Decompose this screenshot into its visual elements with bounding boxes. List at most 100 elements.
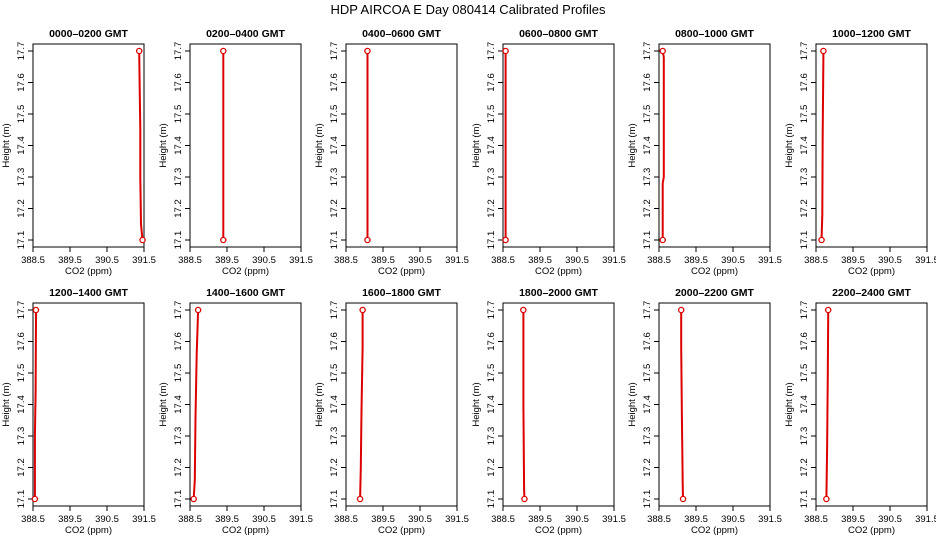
y-tick-label: 17.6 xyxy=(16,332,27,351)
y-tick-label: 17.4 xyxy=(173,136,184,155)
y-tick-label: 17.3 xyxy=(486,168,497,187)
profile-endpoint-marker xyxy=(31,495,39,503)
x-tick-label: 390.5 xyxy=(721,255,745,266)
y-tick-label: 17.2 xyxy=(486,458,497,477)
x-tick-label: 389.5 xyxy=(215,255,239,266)
x-tick-label: 388.5 xyxy=(178,255,202,266)
profile-endpoint-marker xyxy=(502,47,509,55)
y-tick-label: 17.7 xyxy=(799,301,810,320)
profile-endpoint-marker xyxy=(502,236,509,244)
y-tick-label: 17.2 xyxy=(642,199,653,218)
y-tick-label: 17.1 xyxy=(799,231,810,250)
profile-endpoint-marker xyxy=(520,306,527,314)
y-tick-label: 17.7 xyxy=(173,301,184,320)
x-tick-label: 388.5 xyxy=(178,514,202,525)
x-tick-label: 390.5 xyxy=(252,255,276,266)
x-axis-label: CO2 (ppm) xyxy=(848,266,895,277)
y-axis-label: Height (m) xyxy=(1,123,12,167)
y-tick-label: 17.2 xyxy=(173,458,184,477)
y-tick-label: 17.5 xyxy=(799,105,810,124)
y-tick-label: 17.6 xyxy=(173,332,184,351)
y-tick-label: 17.3 xyxy=(642,427,653,446)
y-axis-label: Height (m) xyxy=(314,382,325,426)
y-tick-label: 17.7 xyxy=(642,301,653,320)
y-tick-label: 17.1 xyxy=(486,490,497,509)
x-tick-label: 388.5 xyxy=(334,514,358,525)
x-tick-label: 389.5 xyxy=(841,255,865,266)
profile-panel: 0200–0400 GMT 388.5 389.5 390.5 391.5 CO2 (pp… xyxy=(158,28,313,277)
y-tick-label: 17.6 xyxy=(486,73,497,92)
y-tick-label: 17.5 xyxy=(16,364,27,383)
y-tick-label: 17.5 xyxy=(799,364,810,383)
y-tick-label: 17.1 xyxy=(16,231,27,250)
x-axis-label: CO2 (ppm) xyxy=(222,266,269,277)
x-tick-label: 391.5 xyxy=(602,255,626,266)
panel-title: 2200–2400 GMT xyxy=(832,287,911,299)
y-tick-label: 17.3 xyxy=(329,427,340,446)
y-axis-label: Height (m) xyxy=(1,382,12,426)
y-tick-label: 17.7 xyxy=(16,42,27,61)
y-tick-label: 17.3 xyxy=(329,168,340,187)
y-axis-label: Height (m) xyxy=(158,123,169,167)
y-tick-label: 17.7 xyxy=(642,42,653,61)
x-axis-label: CO2 (ppm) xyxy=(535,525,582,536)
y-axis-label: Height (m) xyxy=(158,382,169,426)
x-tick-label: 389.5 xyxy=(684,514,708,525)
x-tick-label: 389.5 xyxy=(58,514,82,525)
y-tick-label: 17.6 xyxy=(16,73,27,92)
profile-panel: 1200–1400 GMT 388.5 389.5 390.5 391.5 CO2 (pp… xyxy=(1,287,156,536)
y-tick-label: 17.5 xyxy=(486,364,497,383)
y-tick-label: 17.4 xyxy=(16,136,27,155)
y-tick-label: 17.7 xyxy=(173,42,184,61)
panel-title: 2000–2200 GMT xyxy=(675,287,754,299)
y-axis-label: Height (m) xyxy=(471,123,482,167)
x-tick-label: 389.5 xyxy=(371,514,395,525)
plot-frame xyxy=(815,43,928,248)
y-tick-label: 17.2 xyxy=(642,458,653,477)
x-tick-label: 390.5 xyxy=(878,514,902,525)
x-tick-label: 388.5 xyxy=(804,255,828,266)
plot-frame xyxy=(502,43,615,248)
profile-endpoint-marker xyxy=(679,495,687,503)
plot-frame xyxy=(658,302,771,507)
x-tick-label: 389.5 xyxy=(841,514,865,525)
panel-title: 0600–0800 GMT xyxy=(519,28,598,40)
co2-profile-line xyxy=(661,50,665,240)
profile-endpoint-marker xyxy=(139,236,146,244)
y-tick-label: 17.1 xyxy=(173,490,184,509)
x-tick-label: 391.5 xyxy=(758,514,782,525)
y-tick-label: 17.6 xyxy=(486,332,497,351)
profile-endpoint-marker xyxy=(521,495,528,503)
plot-frame xyxy=(815,302,928,507)
x-tick-label: 388.5 xyxy=(804,514,828,525)
x-tick-label: 391.5 xyxy=(132,514,156,525)
y-tick-label: 17.2 xyxy=(16,199,27,218)
x-tick-label: 388.5 xyxy=(647,255,671,266)
y-tick-label: 17.6 xyxy=(642,332,653,351)
co2-profile-line xyxy=(138,50,144,241)
y-tick-label: 17.6 xyxy=(799,73,810,92)
y-tick-label: 17.5 xyxy=(16,105,27,124)
x-tick-label: 391.5 xyxy=(602,514,626,525)
x-tick-label: 389.5 xyxy=(528,514,552,525)
y-tick-label: 17.7 xyxy=(16,301,27,320)
y-tick-label: 17.1 xyxy=(642,490,653,509)
x-tick-label: 389.5 xyxy=(528,255,552,266)
panel-title: 1400–1600 GMT xyxy=(206,287,285,299)
profile-endpoint-marker xyxy=(220,236,227,244)
panel-title: 0200–0400 GMT xyxy=(206,28,285,40)
profile-endpoint-marker xyxy=(220,47,227,55)
profile-endpoint-marker xyxy=(356,495,364,503)
x-tick-label: 389.5 xyxy=(371,255,395,266)
y-tick-label: 17.1 xyxy=(329,231,340,250)
y-tick-label: 17.1 xyxy=(329,490,340,509)
y-tick-label: 17.3 xyxy=(486,427,497,446)
y-tick-label: 17.7 xyxy=(799,42,810,61)
x-tick-label: 390.5 xyxy=(878,255,902,266)
x-tick-label: 390.5 xyxy=(408,255,432,266)
x-tick-label: 391.5 xyxy=(132,255,156,266)
co2-profile-line xyxy=(820,51,825,241)
y-tick-label: 17.7 xyxy=(329,42,340,61)
profile-endpoint-marker xyxy=(364,236,371,244)
